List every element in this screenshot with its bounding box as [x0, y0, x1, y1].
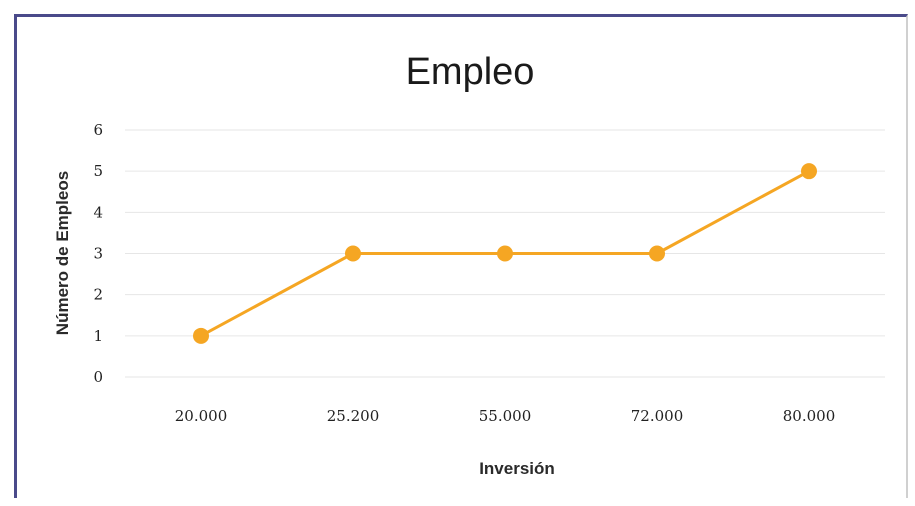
x-axis-ticks: 20.000 25.200 55.000 72.000 80.000 [175, 407, 836, 425]
x-tick-label: 55.000 [479, 407, 532, 425]
data-point [801, 163, 817, 180]
y-tick-label: 2 [93, 286, 103, 304]
data-point [649, 245, 665, 262]
data-point [345, 245, 361, 262]
y-tick-label: 1 [93, 327, 103, 345]
chart-frame [14, 14, 908, 498]
x-axis-label: Inversión [479, 459, 555, 478]
x-tick-label: 72.000 [631, 407, 684, 425]
y-tick-label: 6 [93, 121, 103, 139]
x-tick-label: 20.000 [175, 407, 228, 425]
data-point [497, 245, 513, 262]
y-axis-ticks: 0 1 2 3 4 5 6 [93, 121, 103, 386]
chart-title: Empleo [406, 51, 535, 93]
data-point [193, 327, 209, 344]
series-points [193, 163, 817, 344]
y-axis-label: Número de Empleos [53, 171, 72, 335]
y-tick-label: 0 [93, 368, 103, 386]
y-tick-label: 4 [93, 203, 103, 221]
x-tick-label: 80.000 [783, 407, 836, 425]
y-tick-label: 5 [93, 162, 103, 180]
y-tick-label: 3 [93, 245, 103, 263]
x-tick-label: 25.200 [327, 407, 380, 425]
gridlines [125, 129, 885, 378]
